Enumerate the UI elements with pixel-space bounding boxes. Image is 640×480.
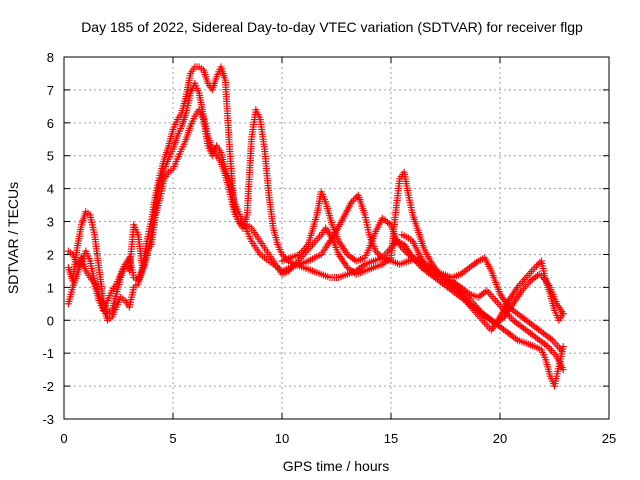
data-point bbox=[531, 264, 539, 272]
y-tick-label: 8 bbox=[47, 50, 54, 65]
data-point bbox=[464, 289, 472, 297]
series-track-e bbox=[398, 231, 567, 328]
data-point bbox=[351, 195, 359, 203]
data-point bbox=[499, 314, 507, 322]
data-point bbox=[533, 262, 541, 270]
y-tick-label: 7 bbox=[47, 83, 54, 98]
x-tick-label: 0 bbox=[60, 431, 67, 446]
series-track-d bbox=[278, 188, 567, 374]
x-tick-label: 25 bbox=[602, 431, 616, 446]
data-point bbox=[472, 258, 480, 266]
data-point bbox=[534, 260, 542, 268]
data-point bbox=[359, 262, 367, 270]
y-tick-label: 5 bbox=[47, 149, 54, 164]
y-tick-label: -2 bbox=[42, 379, 54, 394]
data-markers bbox=[64, 63, 567, 390]
y-tick-label: 1 bbox=[47, 280, 54, 295]
data-point bbox=[400, 246, 408, 254]
data-point bbox=[547, 335, 555, 343]
y-tick-label: 6 bbox=[47, 116, 54, 131]
data-point bbox=[557, 346, 565, 354]
data-point bbox=[403, 249, 411, 257]
series-track-c bbox=[64, 106, 565, 354]
y-tick-label: 0 bbox=[47, 313, 54, 328]
data-point bbox=[372, 247, 380, 255]
data-point bbox=[385, 220, 393, 228]
x-tick-label: 20 bbox=[493, 431, 507, 446]
plot-frame bbox=[63, 56, 610, 420]
y-tick-label: 3 bbox=[47, 215, 54, 230]
y-tick-label: -3 bbox=[42, 412, 54, 427]
data-point bbox=[348, 198, 356, 206]
data-point bbox=[401, 247, 409, 255]
data-point bbox=[375, 250, 383, 258]
data-point bbox=[438, 272, 446, 280]
x-axis-label: GPS time / hours bbox=[283, 458, 390, 474]
y-tick-label: 4 bbox=[47, 182, 54, 197]
data-point bbox=[559, 310, 567, 318]
y-axis-label: SDTVAR / TECUs bbox=[5, 182, 21, 294]
data-point bbox=[512, 335, 520, 343]
data-point bbox=[559, 366, 567, 374]
chart-title: Day 185 of 2022, Sidereal Day-to-day VTE… bbox=[81, 19, 583, 35]
data-point bbox=[455, 289, 463, 297]
data-point bbox=[349, 196, 357, 204]
x-tick-label: 15 bbox=[384, 431, 398, 446]
x-tick-label: 5 bbox=[169, 431, 176, 446]
y-tick-label: 2 bbox=[47, 247, 54, 262]
data-point bbox=[398, 244, 406, 252]
data-point bbox=[377, 252, 385, 260]
axis-ticks: 0 5 10 15 20 25 -3 -2 -1 0 1 2 3 4 5 6 7 8 bbox=[42, 50, 616, 446]
x-tick-label: 10 bbox=[275, 431, 289, 446]
data-point bbox=[278, 250, 286, 258]
data-point bbox=[481, 288, 489, 296]
data-point bbox=[373, 249, 381, 257]
data-point bbox=[542, 341, 550, 349]
y-tick-label: -1 bbox=[42, 346, 54, 361]
